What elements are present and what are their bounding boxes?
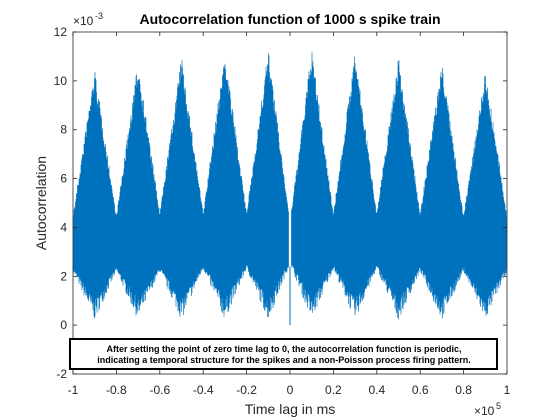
x-tick-label: -0.6 (149, 383, 170, 397)
x-tick-label: 0.4 (368, 383, 385, 397)
x-tick-label: 0 (287, 383, 294, 397)
y-tick-label: 8 (60, 123, 67, 137)
annotation-frame (69, 338, 498, 370)
x-tick-label: -0.8 (106, 383, 127, 397)
y-tick-label: -2 (56, 367, 67, 381)
x-exponent-base: ×10 (474, 404, 495, 418)
y-exponent-power: -3 (95, 11, 103, 21)
x-tick-label: 1 (504, 383, 511, 397)
annotation-line-2: indicating a temporal structure for the … (97, 355, 471, 365)
x-tick-label: -0.4 (193, 383, 214, 397)
y-tick-label: 2 (60, 269, 67, 283)
x-axis-label: Time lag in ms (245, 401, 336, 417)
series-line (73, 52, 507, 320)
y-exponent-base: ×10 (73, 14, 94, 28)
chart-title: Autocorrelation function of 1000 s spike… (139, 11, 440, 27)
annotation-box: After setting the point of zero time lag… (69, 338, 498, 370)
y-tick-label: 10 (54, 74, 68, 88)
x-tick-label: -0.2 (236, 383, 257, 397)
x-exponent-power: 5 (496, 401, 501, 411)
y-tick-label: 12 (54, 25, 68, 39)
x-tick-label: 0.2 (325, 383, 342, 397)
y-tick-label: 6 (60, 172, 67, 186)
y-tick-label: 4 (60, 220, 67, 234)
annotation-line-1: After setting the point of zero time lag… (106, 344, 461, 354)
y-axis-label: Autocorrelation (33, 156, 49, 250)
series-layer (73, 52, 507, 326)
x-tick-label: -1 (68, 383, 79, 397)
x-tick-label: 0.6 (412, 383, 429, 397)
axes-layer: -1 -0.8 -0.6 -0.4 -0.2 0 0.2 0.4 0.6 0.8 1 -2 0 2 4 6 8 1… (54, 25, 511, 397)
x-tick-label: 0.8 (455, 383, 472, 397)
y-tick-label: 0 (60, 318, 67, 332)
